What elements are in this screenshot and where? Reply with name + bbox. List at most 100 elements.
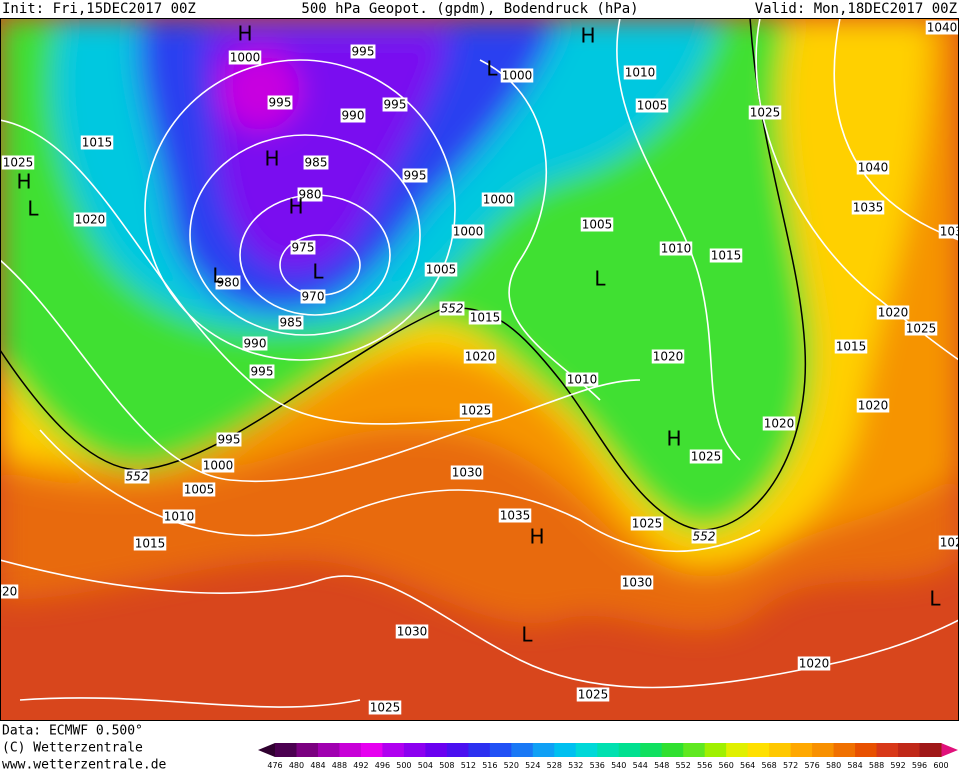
label-box (133, 536, 167, 551)
map-label: 1025 (578, 688, 609, 702)
label-box (651, 349, 685, 364)
colorbar-label: 512 (461, 761, 476, 770)
map-label: 1030 (452, 466, 483, 480)
pressure-centers: H H L H H L H L L L H H L L (16, 22, 941, 647)
colorbar-label: 588 (869, 761, 884, 770)
website: www.wetterzentrale.de (2, 758, 167, 770)
pressure-center: L (521, 623, 533, 647)
map-labels: 1000 995 1000 1010 1005 1025 1040 995 99… (0, 20, 959, 715)
label-box (297, 187, 323, 202)
pressure-center: H (264, 147, 279, 171)
label-box (201, 458, 235, 473)
label-box (500, 68, 534, 83)
colorbar-label: 572 (783, 761, 798, 770)
map-label: 980 (217, 276, 240, 290)
label-box (290, 240, 316, 255)
colorbar-swatch (382, 743, 405, 757)
label-box (350, 44, 376, 59)
label-box (565, 372, 599, 387)
map-label: 1040 (927, 21, 958, 35)
label-box (300, 289, 326, 304)
label-box (73, 212, 107, 227)
map-label: 1015 (135, 537, 166, 551)
colorbar-label: 564 (740, 761, 755, 770)
map-label: 1000 (203, 459, 234, 473)
map-label: 995 (404, 169, 427, 183)
map-label: 1020 (653, 350, 684, 364)
colorbar-label: 484 (310, 761, 325, 770)
label-box (659, 241, 693, 256)
map-label: 1020 (858, 399, 889, 413)
label-box (630, 516, 664, 531)
map-label: 1030 (397, 625, 428, 639)
map-label: 1015 (82, 136, 113, 150)
colorbar-swatch (339, 743, 362, 757)
map-label: 1035 (500, 509, 531, 523)
map-label: 1010 (661, 242, 692, 256)
label-box (576, 687, 610, 702)
label-box (691, 529, 717, 544)
colorbar-label: 592 (890, 761, 905, 770)
label-box (228, 50, 262, 65)
colorbar-swatch (919, 743, 942, 757)
map-label: 985 (280, 316, 303, 330)
colorbar-label: 560 (719, 761, 734, 770)
init-time: Init: Fri,15DEC2017 00Z (2, 1, 196, 17)
colorbar-swatch (790, 743, 813, 757)
colorbar-swatch (898, 743, 921, 757)
pressure-center: L (486, 57, 498, 81)
label-box (80, 135, 114, 150)
label-box (368, 700, 402, 715)
pressure-center: L (312, 260, 324, 284)
colorbar-swatch (425, 743, 448, 757)
valid-time: Valid: Mon,18DEC2017 00Z (755, 1, 957, 17)
colorbar-label: 496 (375, 761, 390, 770)
label-box (635, 98, 669, 113)
map-label: 1010 (567, 373, 598, 387)
map-label: 1030 (622, 576, 653, 590)
colorbar-swatch (468, 743, 491, 757)
colorbar-label: 488 (332, 761, 347, 770)
label-box (689, 449, 723, 464)
label-box (278, 315, 304, 330)
pressure-center: H (666, 427, 681, 451)
map-label: 1025 (632, 517, 663, 531)
label-box (249, 364, 275, 379)
colorbar-swatch (275, 743, 297, 757)
map-label: 1010 (164, 510, 195, 524)
label-box (340, 108, 366, 123)
colorbar-label: 568 (761, 761, 776, 770)
label-box (468, 310, 502, 325)
label-box (580, 217, 614, 232)
map-label: 1020 (764, 417, 795, 431)
colorbar-swatch (317, 743, 340, 757)
map-label: 1010 (625, 66, 656, 80)
label-box (395, 624, 429, 639)
map-label: 1000 (230, 51, 261, 65)
label-box (620, 575, 654, 590)
colorbar-swatch (833, 743, 856, 757)
label-box (402, 168, 428, 183)
colorbar-label: 492 (353, 761, 368, 770)
map-label: 1025 (691, 450, 722, 464)
label-box (459, 403, 493, 418)
map-label: 975 (292, 241, 315, 255)
map-label: 552 (126, 470, 149, 484)
colorbar-label: 520 (504, 761, 519, 770)
map-label: 1015 (470, 311, 501, 325)
colorbar-swatch (661, 743, 684, 757)
colorbar-swatch (769, 743, 792, 757)
map-label: 1015 (836, 340, 867, 354)
map-title: 500 hPa Geopot. (gpdm), Bodendruck (hPa) (301, 1, 638, 17)
map-label: 1020 (799, 657, 830, 671)
map-label: 970 (302, 290, 325, 304)
colorbar-swatch (554, 743, 577, 757)
colorbar-label: 480 (289, 761, 304, 770)
label-box (451, 224, 485, 239)
colorbar-swatch (812, 743, 835, 757)
map-label: 1025 (750, 106, 781, 120)
label-box (124, 469, 150, 484)
label-box (382, 97, 408, 112)
label-box (851, 200, 885, 215)
